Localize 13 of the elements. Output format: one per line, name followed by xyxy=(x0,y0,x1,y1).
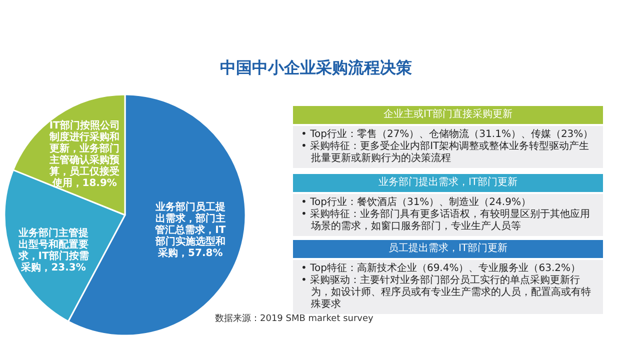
text: 员工提出需求，IT部门更新 xyxy=(293,240,603,258)
slice-label: 业务部门主管提出型号和配置要求，IT部门按需采购，23.3% xyxy=(17,226,89,274)
text: 中国中小企业采购流程决策 xyxy=(219,58,413,79)
slice-label: 业务部门员工提出需求，部门主管汇总需求，IT部门实施选型和采购，57.8% xyxy=(154,200,226,259)
text: • Top特征：高新技术企业（69.4%）、专业服务业（63.2%） xyxy=(301,263,582,274)
text: 业务部门提出需求，IT部门更新 xyxy=(293,174,603,192)
text: • Top行业：餐饮酒店（31%）、制造业（24.9%） xyxy=(301,197,532,208)
text: • 采购特征：业务部门具有更多话语权，有较明显区别于其他应用场景的需求，如窗口服务部门，专业生产人员等 xyxy=(301,209,592,233)
text: 企业主或IT部门直接采购更新 xyxy=(293,106,603,124)
text: • Top行业：零售（27%）、仓储物流（31.1%）、传媒（23%） xyxy=(301,129,594,140)
source-note: 数据来源：2019 SMB market survey xyxy=(215,312,374,325)
text: • 采购特征：更多受企业内部IT架构调整或整体业务转型驱动产生批量更新或新购行为的决策流程 xyxy=(301,141,590,165)
text: • 采购驱动：主要针对业务部门部分员工实行的单点采购更新行为，如设计师、程序员或有专业生产需求的人员，配置高或有特殊要求 xyxy=(301,275,592,311)
